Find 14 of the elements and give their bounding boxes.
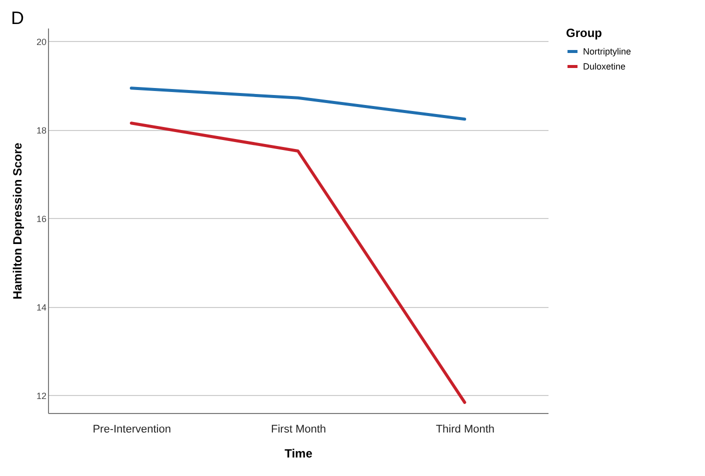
y-tick-label: 14 [36, 302, 46, 312]
y-axis-title: Hamilton Depression Score [10, 142, 24, 300]
x-tick-label: Third Month [436, 424, 495, 436]
y-tick-label: 18 [36, 125, 46, 136]
y-tick-label: 16 [36, 214, 46, 224]
legend-label: Nortriptyline [583, 46, 632, 56]
legend-title: Group [566, 26, 602, 40]
y-tick-label: 12 [36, 390, 46, 401]
chart-title: D [10, 8, 24, 28]
legend-label: Duloxetine [583, 62, 626, 72]
x-axis-title: Time [284, 446, 313, 460]
x-tick-label: First Month [270, 424, 326, 436]
y-tick-label: 20 [36, 36, 46, 47]
x-tick-label: Pre-Intervention [92, 424, 171, 436]
